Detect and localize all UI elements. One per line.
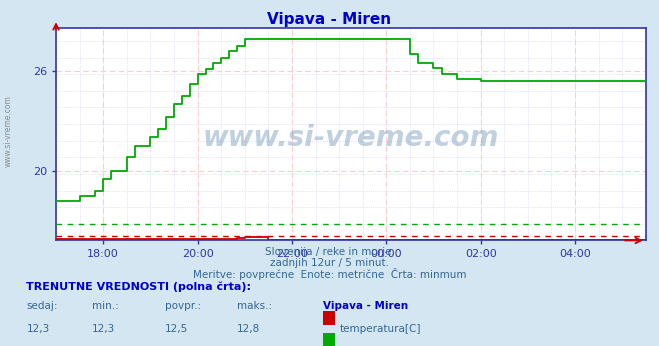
Text: 12,3: 12,3 [92, 324, 115, 334]
Text: Slovenija / reke in morje.: Slovenija / reke in morje. [264, 247, 395, 257]
Text: TRENUTNE VREDNOSTI (polna črta):: TRENUTNE VREDNOSTI (polna črta): [26, 282, 251, 292]
Text: www.si-vreme.com: www.si-vreme.com [203, 124, 499, 152]
Text: 12,8: 12,8 [237, 324, 260, 334]
Text: povpr.:: povpr.: [165, 301, 201, 311]
Text: Meritve: povprečne  Enote: metrične  Črta: minmum: Meritve: povprečne Enote: metrične Črta:… [192, 268, 467, 280]
Text: maks.:: maks.: [237, 301, 272, 311]
Text: zadnjih 12ur / 5 minut.: zadnjih 12ur / 5 minut. [270, 258, 389, 268]
Text: temperatura[C]: temperatura[C] [339, 324, 421, 334]
Text: sedaj:: sedaj: [26, 301, 58, 311]
Text: Vipava - Miren: Vipava - Miren [268, 12, 391, 27]
Text: 12,3: 12,3 [26, 324, 49, 334]
Text: 12,5: 12,5 [165, 324, 188, 334]
Text: www.si-vreme.com: www.si-vreme.com [4, 95, 13, 167]
Text: min.:: min.: [92, 301, 119, 311]
Text: Vipava - Miren: Vipava - Miren [323, 301, 408, 311]
